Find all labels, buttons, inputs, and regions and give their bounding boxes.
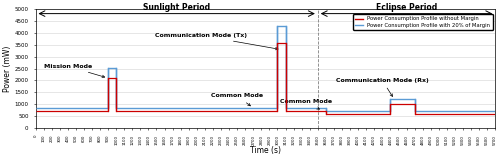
- Text: Common Mode: Common Mode: [280, 99, 332, 109]
- Text: Mission Mode: Mission Mode: [44, 64, 104, 78]
- Text: Communication Mode (Rx): Communication Mode (Rx): [336, 78, 428, 96]
- Y-axis label: Power (mW): Power (mW): [3, 46, 12, 92]
- Text: Eclipse Period: Eclipse Period: [376, 3, 437, 12]
- Text: Common Mode: Common Mode: [211, 93, 263, 106]
- Text: Communication Mode (Tx): Communication Mode (Tx): [155, 33, 278, 50]
- Legend: Power Consumption Profile without Margin, Power Consumption Profile with 20% of : Power Consumption Profile without Margin…: [353, 14, 492, 30]
- Text: Sunlight Period: Sunlight Period: [143, 3, 210, 12]
- X-axis label: Time (s): Time (s): [250, 146, 281, 155]
